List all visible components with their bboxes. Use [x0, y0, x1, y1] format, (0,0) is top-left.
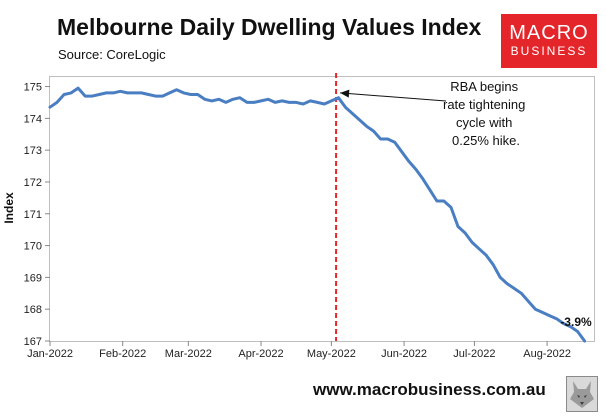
- x-tick-label: Mar-2022: [165, 348, 212, 360]
- y-tick-label: 171: [24, 209, 42, 221]
- plot-area-border: [49, 76, 595, 342]
- annotation-arrow: [340, 92, 447, 102]
- y-tick-label: 174: [24, 113, 42, 125]
- x-axis: Jan-2022 Feb-2022 Mar-2022 Apr-2022 May-2022…: [27, 341, 571, 360]
- wolf-logo-icon: [566, 376, 598, 412]
- series-line-melbourne: [48, 86, 587, 343]
- y-tick-label: 172: [24, 177, 42, 189]
- x-tick-label: Apr-2022: [238, 348, 283, 360]
- end-change-label: -3.9%: [560, 315, 592, 329]
- y-tick-label: 167: [24, 336, 42, 348]
- macrobusiness-logo: MACRO BUSINESS: [501, 14, 597, 68]
- logo-line-1: MACRO: [509, 22, 589, 44]
- x-tick-label: Aug-2022: [523, 348, 571, 360]
- y-axis-label: Index: [2, 192, 16, 224]
- website-url[interactable]: www.macrobusiness.com.au: [313, 380, 546, 399]
- y-tick-label: 169: [24, 272, 42, 284]
- x-tick-label: Jan-2022: [27, 348, 73, 360]
- chart-title: Melbourne Daily Dwelling Values Index: [57, 14, 482, 40]
- annotation-line-1: RBA begins: [450, 79, 518, 94]
- annotation-line-2: rate tightening: [443, 97, 525, 112]
- y-tick-label: 175: [24, 82, 42, 94]
- chart-source: Source: CoreLogic: [58, 47, 166, 62]
- y-tick-label: 170: [24, 241, 42, 253]
- annotation-line-3: cycle with: [456, 115, 512, 130]
- annotation-arrowhead: [340, 89, 350, 98]
- logo-line-2: BUSINESS: [510, 44, 588, 58]
- y-tick-label: 173: [24, 145, 42, 157]
- x-tick-label: Feb-2022: [99, 348, 146, 360]
- x-tick-label: May-2022: [307, 348, 356, 360]
- annotation-text: RBA begins rate tightening cycle with 0.…: [443, 79, 529, 148]
- y-tick-label: 168: [24, 304, 42, 316]
- x-tick-label: Jun-2022: [381, 348, 427, 360]
- x-tick-label: Jul-2022: [453, 348, 495, 360]
- annotation-line-4: 0.25% hike.: [452, 133, 520, 148]
- y-axis: 167 168 169 170 171 172 173 174 175: [24, 82, 50, 348]
